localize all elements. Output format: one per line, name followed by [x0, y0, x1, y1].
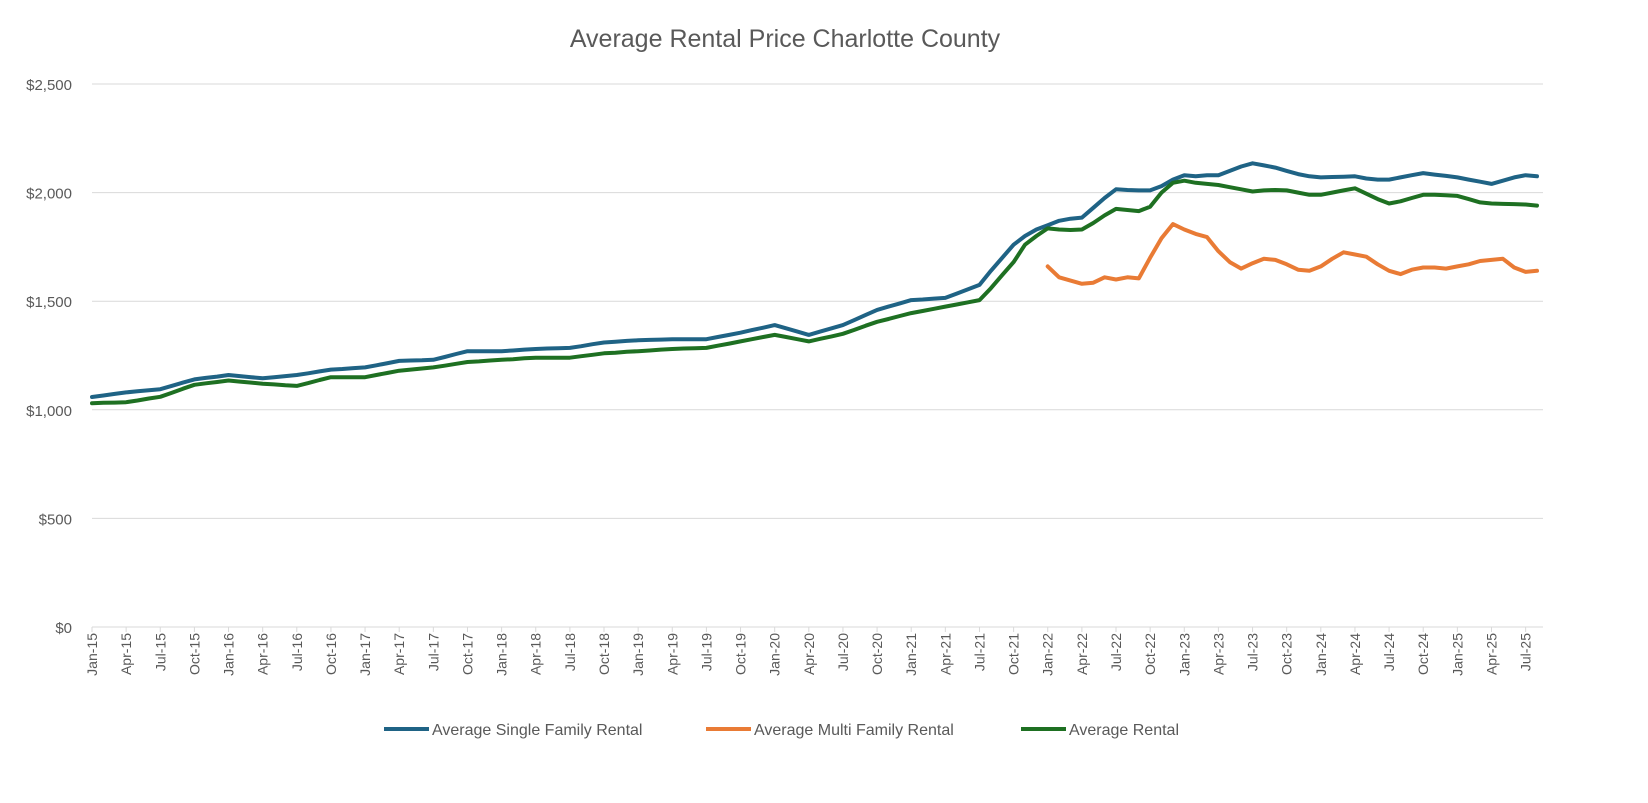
x-tick-label: Jan-16	[221, 633, 237, 676]
legend: Average Single Family Rental Average Mult…	[384, 722, 1179, 739]
x-tick-label: Oct-17	[459, 633, 475, 675]
x-tick-label: Jan-18	[494, 633, 510, 676]
x-tick-label: Jan-22	[1040, 633, 1056, 676]
x-tick-label: Jul-22	[1108, 633, 1124, 671]
x-tick-label: Jul-23	[1245, 633, 1261, 671]
x-axis-labels: Jan-15 Apr-15 Jul-15 Oct-15 Jan-16 Apr-16 Jul-…	[84, 627, 1534, 676]
x-tick-label: Jul-17	[425, 633, 441, 671]
x-tick-label: Jul-25	[1518, 633, 1534, 671]
x-tick-label: Apr-25	[1483, 633, 1499, 675]
x-tick-label: Oct-21	[1006, 633, 1022, 675]
x-tick-label: Oct-16	[323, 633, 339, 675]
x-tick-label: Apr-16	[255, 633, 271, 675]
legend-label: Average Multi Family Rental	[754, 722, 954, 739]
x-tick-label: Jul-15	[152, 633, 168, 671]
y-tick-label: $1,500	[26, 294, 72, 311]
y-tick-label: $2,000	[26, 186, 72, 203]
series-lines	[90, 161, 1539, 406]
x-tick-label: Jul-19	[698, 633, 714, 671]
x-tick-label: Jan-20	[767, 633, 783, 676]
x-tick-label: Apr-19	[664, 633, 680, 675]
x-tick-label: Apr-21	[937, 633, 953, 675]
x-tick-label: Oct-23	[1279, 633, 1295, 675]
x-tick-label: Jan-17	[357, 633, 373, 676]
x-tick-label: Jul-16	[289, 633, 305, 671]
x-tick-label: Oct-19	[733, 633, 749, 675]
x-tick-label: Jan-21	[903, 633, 919, 676]
x-tick-label: Apr-23	[1210, 633, 1226, 675]
chart-title: Average Rental Price Charlotte County	[570, 25, 1001, 53]
x-tick-label: Oct-18	[596, 633, 612, 675]
y-tick-label: $500	[39, 511, 72, 528]
x-tick-label: Jan-25	[1449, 633, 1465, 676]
y-tick-label: $1,000	[26, 403, 72, 420]
x-tick-label: Jan-19	[630, 633, 646, 676]
x-tick-label: Apr-15	[118, 633, 134, 675]
series-line	[1045, 222, 1539, 286]
y-tick-label: $0	[55, 620, 72, 637]
series-line	[90, 161, 1539, 399]
x-tick-label: Jan-15	[84, 633, 100, 676]
x-tick-label: Oct-22	[1142, 633, 1158, 675]
x-tick-label: Oct-15	[186, 633, 202, 675]
x-tick-label: Jul-21	[971, 633, 987, 671]
legend-label: Average Single Family Rental	[432, 722, 642, 739]
legend-label: Average Rental	[1069, 722, 1179, 739]
x-tick-label: Apr-24	[1347, 633, 1363, 675]
x-tick-label: Jan-24	[1313, 633, 1329, 676]
x-tick-label: Jul-18	[562, 633, 578, 671]
x-tick-label: Apr-18	[528, 633, 544, 675]
gridlines	[92, 83, 1543, 628]
x-tick-label: Oct-20	[869, 633, 885, 675]
x-tick-label: Apr-22	[1074, 633, 1090, 675]
x-tick-label: Apr-17	[391, 633, 407, 675]
x-tick-label: Apr-20	[801, 633, 817, 675]
x-tick-label: Jan-23	[1176, 633, 1192, 676]
x-tick-label: Oct-24	[1415, 633, 1431, 675]
x-tick-label: Jul-20	[835, 633, 851, 671]
y-axis-labels: $0 $500 $1,000 $1,500 $2,000 $2,500	[26, 77, 72, 637]
x-tick-label: Jul-24	[1381, 633, 1397, 671]
y-tick-label: $2,500	[26, 77, 72, 94]
series-line	[90, 178, 1539, 406]
